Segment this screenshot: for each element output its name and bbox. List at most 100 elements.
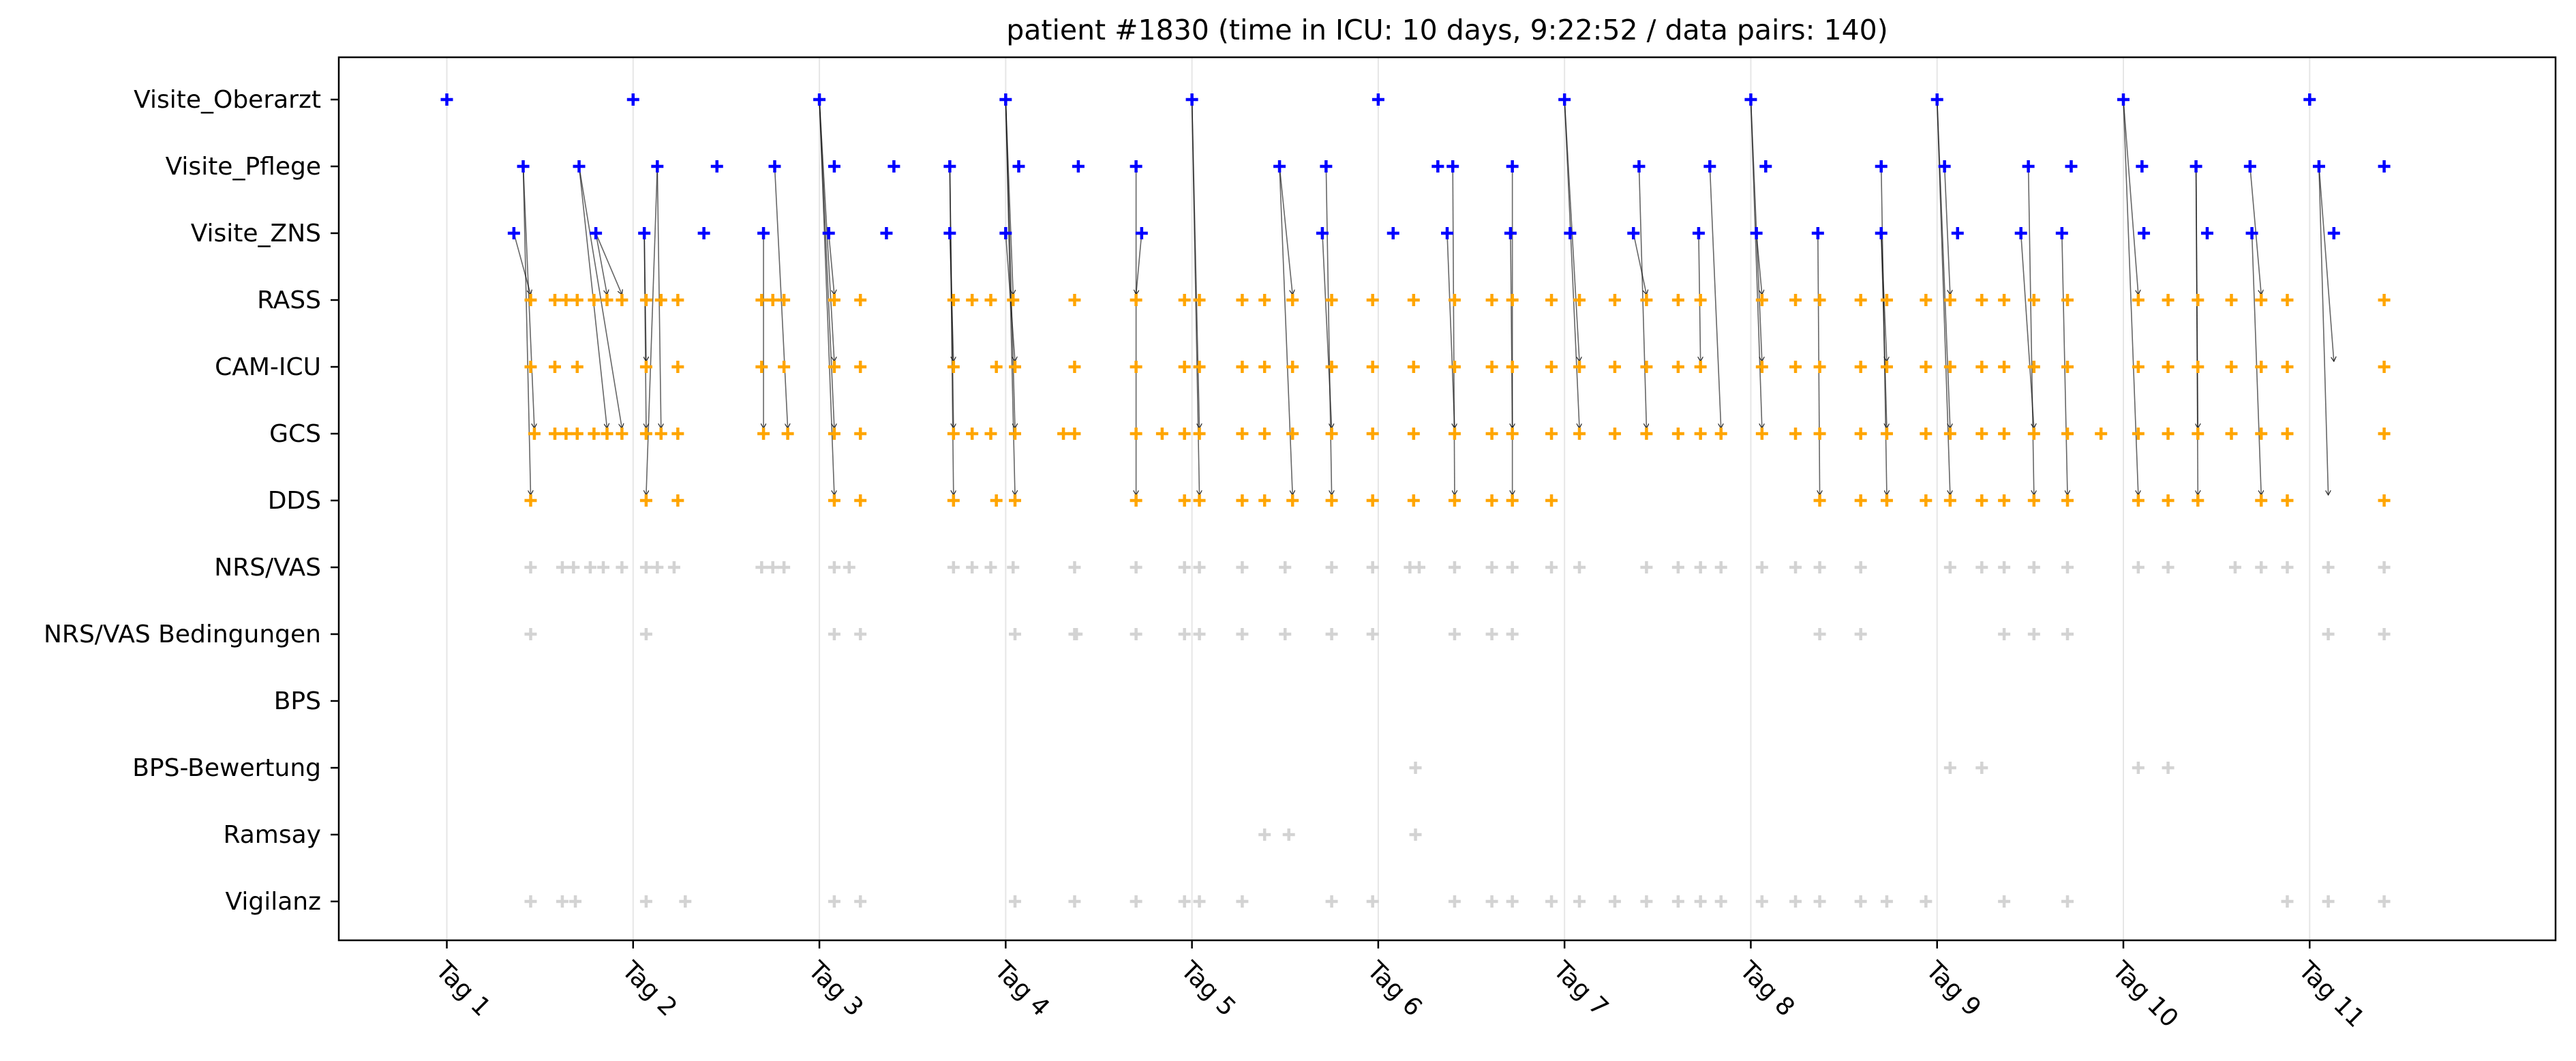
point-dds-25 [1943, 494, 1956, 507]
link-arrow-40 [1709, 166, 1721, 428]
point-vigilanz-17 [1506, 895, 1519, 908]
point-gcs-37 [1671, 428, 1684, 440]
point-rass-26 [1325, 294, 1338, 306]
point-cam-icu-26 [1573, 361, 1586, 373]
y-tick-label-gcs: GCS [269, 420, 321, 448]
point-vigilanz-25 [1755, 895, 1768, 908]
chart-title: patient #1830 (time in ICU: 10 days, 9:2… [1006, 14, 1888, 46]
point-cam-icu-38 [1975, 361, 1988, 373]
point-gcs-45 [1920, 428, 1933, 440]
point-gcs-40 [1755, 428, 1768, 440]
point-visite-pflege-24 [2189, 160, 2202, 173]
point-nrs-vas-bedingungen-7 [1130, 628, 1142, 640]
point-gcs-21 [1155, 428, 1168, 440]
point-vigilanz-7 [1009, 895, 1021, 908]
y-tick-label-dds: DDS [268, 487, 321, 515]
point-nrs-vas-24 [1325, 561, 1338, 573]
point-vigilanz-15 [1448, 895, 1461, 908]
point-cam-icu-36 [1920, 361, 1933, 373]
y-tick-label-nrs-vas: NRS/VAS [214, 554, 321, 582]
point-nrs-vas-15 [966, 561, 979, 573]
point-rass-6 [616, 294, 628, 306]
y-tick-label-vigilanz: Vigilanz [226, 888, 321, 916]
point-rass-42 [1880, 294, 1893, 306]
point-gcs-5 [601, 428, 613, 440]
point-rass-13 [828, 294, 840, 306]
point-gcs-18 [1057, 428, 1070, 440]
point-bps-bewertung-3 [2132, 762, 2145, 774]
point-rass-24 [1258, 294, 1271, 306]
point-gcs-51 [2095, 428, 2108, 440]
point-ramsay-0 [1258, 828, 1271, 841]
point-nrs-vas-bedingungen-9 [1193, 628, 1206, 640]
link-arrow-44 [1755, 233, 1762, 295]
point-gcs-52 [2132, 428, 2145, 440]
point-vigilanz-22 [1671, 895, 1684, 908]
point-dds-18 [1485, 494, 1498, 507]
point-gcs-49 [2027, 428, 2040, 440]
point-visite-pflege-16 [1633, 160, 1646, 173]
point-gcs-14 [947, 428, 960, 440]
point-visite-oberarzt-2 [813, 93, 826, 106]
point-visite-pflege-22 [2065, 160, 2078, 173]
point-visite-zns-21 [2014, 227, 2027, 239]
link-arrow-27 [1191, 99, 1200, 428]
point-nrs-vas-bedingungen-13 [1366, 628, 1379, 640]
point-nrs-vas-0 [524, 561, 537, 573]
point-vigilanz-33 [2281, 895, 2294, 908]
link-arrow-50 [1936, 99, 1950, 428]
point-rass-35 [1640, 294, 1653, 306]
link-arrow-62 [2318, 166, 2334, 361]
point-gcs-55 [2225, 428, 2238, 440]
point-cam-icu-12 [1068, 361, 1081, 373]
point-visite-pflege-5 [828, 160, 840, 173]
link-arrow-14 [819, 99, 834, 428]
point-vigilanz-26 [1789, 895, 1802, 908]
point-gcs-44 [1880, 428, 1893, 440]
point-cam-icu-39 [1998, 361, 2011, 373]
link-arrow-30 [1325, 166, 1331, 495]
point-ramsay-2 [1409, 828, 1422, 841]
point-visite-pflege-2 [651, 160, 664, 173]
point-gcs-6 [616, 428, 628, 440]
point-gcs-41 [1789, 428, 1802, 440]
point-rass-0 [524, 294, 537, 306]
point-vigilanz-0 [524, 895, 537, 908]
point-dds-14 [1325, 494, 1338, 507]
point-vigilanz-6 [854, 895, 867, 908]
point-visite-zns-3 [697, 227, 710, 239]
point-rass-31 [1506, 294, 1519, 306]
point-visite-pflege-4 [768, 160, 781, 173]
point-dds-10 [1193, 494, 1206, 507]
link-arrow-5 [595, 233, 607, 295]
link-arrow-4 [578, 166, 622, 428]
point-vigilanz-32 [2061, 895, 2074, 908]
link-arrow-11 [774, 166, 787, 428]
point-dds-4 [854, 494, 867, 507]
point-gcs-53 [2162, 428, 2175, 440]
point-rass-49 [2132, 294, 2145, 306]
point-visite-zns-25 [2245, 227, 2258, 239]
point-gcs-56 [2255, 428, 2268, 440]
point-visite-pflege-12 [1320, 160, 1333, 173]
point-rass-54 [2281, 294, 2294, 306]
point-dds-15 [1366, 494, 1379, 507]
point-visite-oberarzt-1 [626, 93, 639, 106]
point-dds-23 [1880, 494, 1893, 507]
point-dds-6 [990, 494, 1003, 507]
point-nrs-vas-bedingungen-22 [2322, 628, 2335, 640]
point-cam-icu-27 [1608, 361, 1621, 373]
point-rass-9 [671, 294, 684, 306]
point-cam-icu-1 [549, 361, 562, 373]
point-gcs-34 [1573, 428, 1586, 440]
point-visite-zns-17 [1750, 227, 1763, 239]
point-nrs-vas-bedingungen-14 [1448, 628, 1461, 640]
point-nrs-vas-47 [2162, 561, 2175, 573]
point-gcs-33 [1545, 428, 1558, 440]
point-gcs-8 [654, 428, 667, 440]
point-dds-35 [2378, 494, 2391, 507]
link-arrow-15 [819, 99, 834, 361]
point-gcs-9 [671, 428, 684, 440]
point-rass-22 [1193, 294, 1206, 306]
point-rass-46 [1998, 294, 2011, 306]
